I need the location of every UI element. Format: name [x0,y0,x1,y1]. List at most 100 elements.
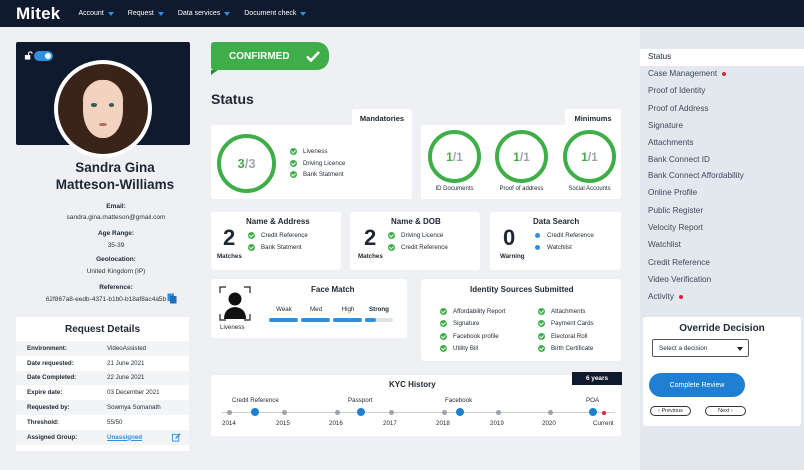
banner-fold [211,70,218,75]
list-item: Bank Statment [290,169,345,181]
list-item: Driving Licence [290,158,345,170]
sidebar-item-velocity-report[interactable]: Velocity Report [648,223,703,232]
chevron-down-icon [737,347,743,351]
item-label: Affordability Report [453,307,506,315]
item-label: Facebook profile [453,332,499,340]
check-icon [440,320,447,328]
name-line-2: Matteson-Williams [55,177,175,192]
table-row: Expire date: 03 December 2021 [16,385,189,400]
timeline-event-marker[interactable] [456,408,464,416]
sidebar-item-public-register[interactable]: Public Register [648,206,703,215]
avatar [54,60,152,158]
sidebar-item-label: Video Verification [648,275,712,284]
check-icon [440,345,447,353]
chevron-right-icon: › [729,408,733,414]
kyc-history-card [211,375,621,436]
geo-value: United Kingdom (IP) [86,268,146,275]
nav-label: Request [127,10,154,17]
list-item: Watchlist [534,242,594,254]
row-value: 03 December 2021 [107,389,160,397]
timeline-event-marker[interactable] [589,408,597,416]
check-icon [290,159,297,167]
timeline-tick [282,410,287,415]
level-bar-strong [365,318,393,322]
mitek-logo[interactable]: Mitek [16,3,61,23]
sidebar-item-watchlist[interactable]: Watchlist [648,240,681,249]
sidebar-item-status[interactable]: Status [648,52,671,61]
sidebar-item-signature[interactable]: Signature [648,121,683,130]
name-dob-card [350,212,480,270]
sidebar-item-online-profile[interactable]: Online Profile [648,188,697,197]
confirmed-badge: CONFIRMED [211,42,329,70]
sidebar-item-label: Credit Reference [648,258,710,267]
item-label: Credit Reference [261,232,308,240]
timeline-event-marker[interactable] [251,408,259,416]
bullet-icon [535,244,540,250]
complete-review-button[interactable]: Complete Review [649,373,745,397]
timeline-year: 2015 [276,420,290,427]
item-label: Birth Certificate [551,345,594,353]
edit-icon[interactable] [172,433,181,442]
timeline-current-dot [602,411,606,415]
level-bar-segment [269,318,298,322]
nav-account[interactable]: Account [78,10,114,17]
timeline-tick [389,410,394,415]
table-row: Date Completed: 22 June 2021 [16,370,189,386]
list-item: Electoral Roll [538,330,594,343]
check-icon [538,345,545,353]
ring-numerator: 1 [581,149,588,164]
alert-dot-icon [722,71,727,76]
timeline-year: 2016 [329,420,343,427]
checkmark-icon [305,50,320,62]
name-dob-list: Driving Licence Credit Reference [388,230,448,253]
sidebar-item-credit-reference[interactable]: Credit Reference [648,258,710,267]
item-label: Signature [453,320,480,328]
level-weak: Weak [276,306,292,313]
mandatories-tab: Mandatories [352,109,412,127]
next-button[interactable]: Next › [705,406,746,416]
sidebar-item-label: Proof of Address [648,104,709,113]
profile-name: Sandra Gina Matteson-Williams [16,159,214,193]
nav-document-check[interactable]: Document check [244,10,307,17]
timeline-tick [442,410,447,415]
face-match-title: Face Match [311,285,355,294]
name-dob-count: 2 [364,225,377,250]
ring-denominator: 1 [591,149,598,164]
sidebar-item-proof-of-identity[interactable]: Proof of Identity [648,86,705,95]
nav-label: Data services [177,10,221,17]
sidebar-item-label: Public Register [648,206,704,215]
row-value: 22 June 2021 [107,374,145,382]
list-item: Signature [440,318,506,331]
identity-sources-col2: Attachments Payment Cards Electoral Roll… [538,305,594,355]
timeline-tick [335,410,340,415]
sidebar-item-bank-connect-id[interactable]: Bank Connect ID [648,155,710,164]
sidebar-item-activity[interactable]: Activity [648,292,683,301]
list-item: Liveness [290,146,345,158]
sidebar-item-proof-of-address[interactable]: Proof of Address [648,104,709,113]
copy-icon[interactable] [167,293,177,304]
check-icon [440,307,447,315]
mandatories-list: Liveness Driving Licence Bank Statment [290,146,345,181]
previous-button[interactable]: ‹ Previous [650,406,691,416]
identity-sources-col1: Affordability Report Signature Facebook … [440,305,506,355]
sidebar-item-case-management[interactable]: Case Management [648,69,727,78]
sidebar-item-video-verification[interactable]: Video Verification [648,275,711,284]
timeline-event-marker[interactable] [357,408,365,416]
timeline-year: 2019 [490,420,504,427]
request-details-card: Request Details Environment: VideoAssiste… [16,317,189,451]
table-row: Date requested: 21 June 2021 [16,356,189,371]
lock-toggle[interactable] [34,51,53,61]
sidebar-item-bank-connect-affordability[interactable]: Bank Connect Affordability [648,171,744,180]
decision-select[interactable]: Select a decision [652,339,749,357]
ring-numerator: 1 [446,149,453,164]
nav-request[interactable]: Request [128,10,164,17]
face-scan-icon [219,286,251,321]
sidebar-item-attachments[interactable]: Attachments [648,138,694,147]
ring-denominator: 1 [456,149,463,164]
list-item: Credit Reference [248,230,308,242]
nav-data-services[interactable]: Data services [177,10,231,17]
row-label: Threshold: [27,418,59,426]
assigned-group-link[interactable]: Unassigned [107,433,143,441]
id-documents-label: ID Documents [435,186,474,192]
sidebar-item-label: Proof of Identity [648,86,706,95]
